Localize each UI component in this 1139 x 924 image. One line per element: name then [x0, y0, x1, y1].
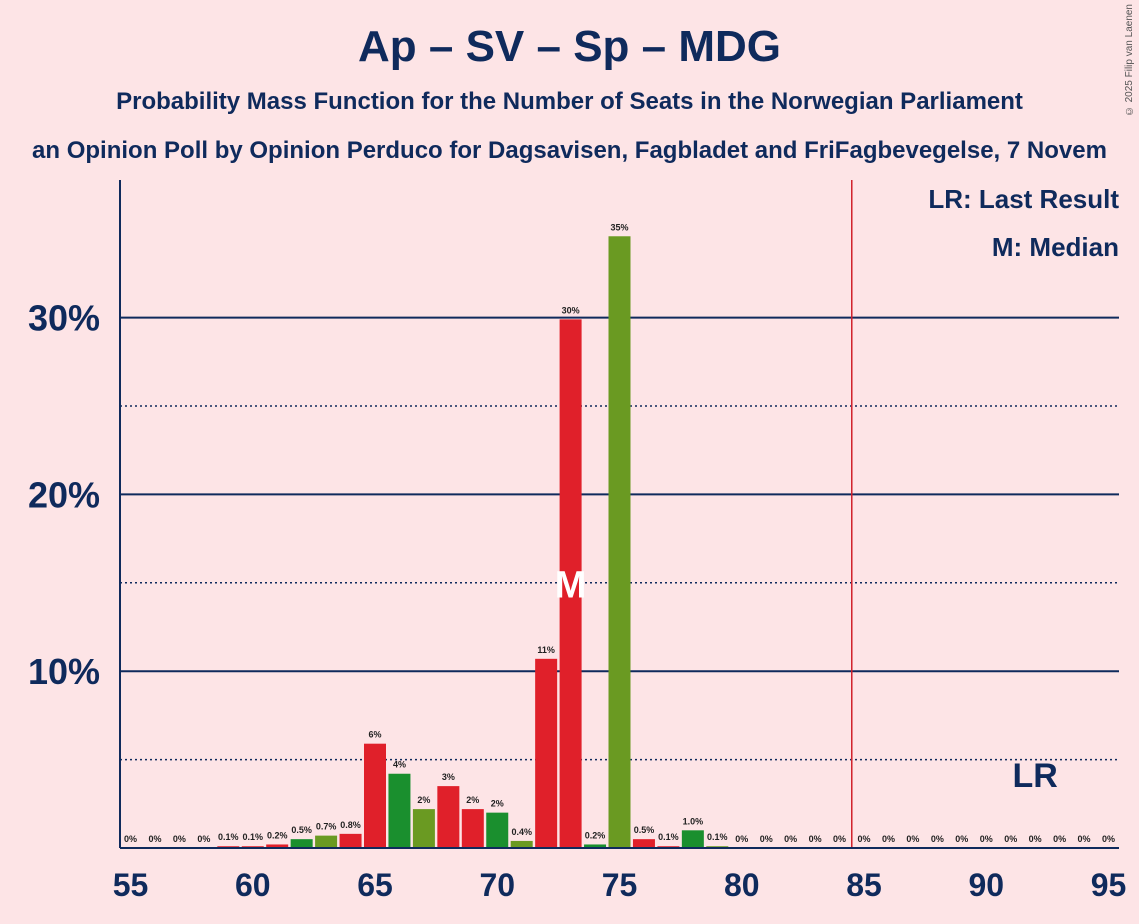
x-tick-label: 85 [846, 867, 882, 903]
bar-value-label: 0% [760, 834, 773, 844]
x-tick-label: 70 [479, 867, 515, 903]
x-tick-label: 80 [724, 867, 760, 903]
bar-value-label: 0% [784, 834, 797, 844]
bar-value-label: 0.7% [316, 822, 337, 832]
bar-value-label: 0% [1102, 834, 1115, 844]
bar-seat-72 [535, 658, 558, 848]
bar-value-label: 0% [735, 834, 748, 844]
last-result-marker: LR [1012, 757, 1057, 795]
bar-seat-70 [486, 812, 509, 848]
bar-value-label: 0.4% [511, 827, 532, 837]
x-tick-label: 55 [113, 867, 149, 903]
bar-seat-65 [364, 743, 386, 848]
chart-title: Ap – SV – Sp – MDG [358, 22, 781, 71]
bar-value-label: 0% [980, 834, 993, 844]
bar-value-label: 1.0% [683, 816, 704, 826]
x-tick-label: 75 [602, 867, 638, 903]
bar-seat-64 [339, 833, 362, 848]
x-tick-label: 90 [968, 867, 1004, 903]
bar-seat-73 [559, 319, 582, 848]
bar-value-label: 35% [610, 222, 628, 232]
bar-seat-63 [315, 835, 338, 848]
bar-value-label: 0% [173, 834, 186, 844]
bar-value-label: 0% [882, 834, 895, 844]
y-tick-label: 10% [28, 651, 100, 692]
chart-source-line: an Opinion Poll by Opinion Perduco for D… [32, 137, 1107, 164]
bar-value-label: 0% [906, 834, 919, 844]
bar-value-label: 0.1% [658, 832, 679, 842]
x-tick-label: 95 [1091, 867, 1127, 903]
median-marker: M [555, 565, 587, 607]
bar-value-label: 0.2% [267, 830, 288, 840]
bar-value-label: 0.5% [291, 825, 312, 835]
bar-seat-75 [608, 236, 631, 849]
bar-value-label: 2% [466, 795, 479, 805]
bar-seat-68 [437, 786, 460, 848]
bar-value-label: 0.1% [707, 832, 728, 842]
chart-subtitle: Probability Mass Function for the Number… [116, 88, 1023, 115]
bar-value-label: 0.5% [634, 825, 655, 835]
bar-seat-62 [290, 839, 313, 848]
bar-value-label: 3% [442, 772, 455, 782]
bar-value-label: 0.1% [242, 832, 263, 842]
bar-value-label: 0% [124, 834, 137, 844]
bar-seat-78 [681, 830, 704, 848]
bar-seat-61 [266, 844, 289, 848]
bar-value-label: 0% [931, 834, 944, 844]
x-tick-label: 65 [357, 867, 393, 903]
bar-value-label: 0.1% [218, 832, 239, 842]
bar-value-label: 0% [809, 834, 822, 844]
bar-seat-71 [510, 840, 533, 848]
bar-value-label: 0% [1029, 834, 1042, 844]
bar-seat-76 [632, 839, 655, 848]
bar-value-label: 0.2% [585, 830, 606, 840]
y-tick-label: 20% [28, 474, 100, 515]
bar-value-label: 4% [393, 760, 406, 770]
bar-value-label: 6% [368, 730, 381, 740]
bar-value-label: 0% [857, 834, 870, 844]
bar-value-label: 0% [1078, 834, 1091, 844]
bar-value-label: 0% [197, 834, 210, 844]
bar-seat-66 [388, 773, 411, 848]
legend-last-result: LR: Last Result [928, 184, 1119, 214]
bar-seat-74 [584, 844, 607, 848]
bar-value-label: 0% [1004, 834, 1017, 844]
x-tick-label: 60 [235, 867, 271, 903]
bar-value-label: 11% [537, 645, 555, 655]
bar-value-label: 0% [833, 834, 846, 844]
bar-value-label: 0% [148, 834, 161, 844]
bar-value-label: 0% [1053, 834, 1066, 844]
bar-seat-69 [461, 809, 484, 848]
bar-value-label: 30% [562, 305, 580, 315]
bar-value-label: 2% [417, 795, 430, 805]
bar-value-label: 0% [955, 834, 968, 844]
bar-value-label: 0.8% [340, 820, 361, 830]
bar-seat-67 [412, 809, 435, 848]
legend-median: M: Median [991, 232, 1119, 262]
y-tick-label: 30% [28, 298, 100, 339]
bar-value-label: 2% [491, 799, 504, 809]
